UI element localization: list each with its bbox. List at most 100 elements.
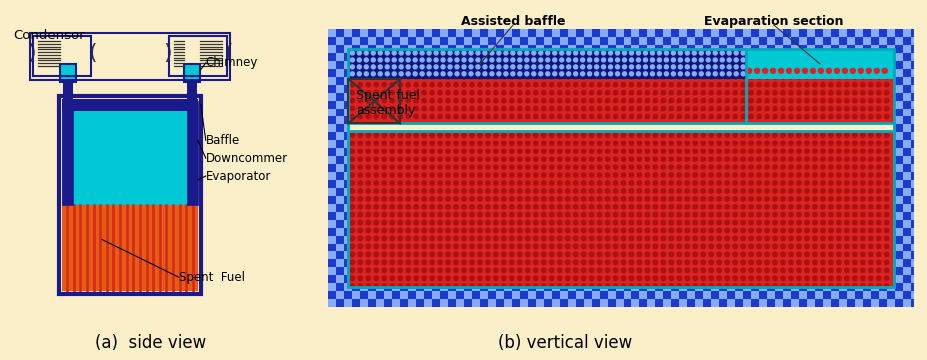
Bar bbox=[830, 275, 838, 283]
Circle shape bbox=[597, 189, 601, 193]
Circle shape bbox=[844, 197, 848, 201]
Bar bbox=[822, 204, 830, 212]
Circle shape bbox=[378, 51, 382, 55]
Circle shape bbox=[692, 173, 697, 177]
Bar bbox=[862, 212, 870, 220]
Bar bbox=[838, 29, 846, 37]
Bar bbox=[408, 299, 415, 307]
Bar bbox=[687, 291, 694, 299]
Circle shape bbox=[462, 59, 465, 63]
Bar bbox=[352, 243, 360, 251]
Circle shape bbox=[844, 204, 848, 209]
Bar bbox=[694, 188, 703, 196]
Circle shape bbox=[732, 157, 737, 161]
Circle shape bbox=[469, 237, 474, 241]
Circle shape bbox=[748, 141, 753, 145]
Circle shape bbox=[613, 59, 617, 63]
Circle shape bbox=[502, 204, 505, 209]
Circle shape bbox=[429, 268, 434, 273]
Circle shape bbox=[708, 165, 713, 169]
Circle shape bbox=[604, 220, 609, 225]
Circle shape bbox=[429, 189, 434, 193]
Circle shape bbox=[406, 58, 410, 62]
Bar bbox=[512, 132, 519, 140]
Bar bbox=[710, 283, 718, 291]
Circle shape bbox=[608, 58, 612, 62]
Bar bbox=[798, 37, 806, 45]
Bar bbox=[743, 267, 750, 275]
Bar bbox=[750, 53, 758, 61]
Bar bbox=[798, 69, 806, 77]
Circle shape bbox=[477, 173, 482, 177]
Circle shape bbox=[604, 75, 609, 79]
Circle shape bbox=[819, 237, 824, 241]
Circle shape bbox=[788, 181, 793, 185]
Circle shape bbox=[422, 67, 425, 71]
Circle shape bbox=[717, 220, 720, 225]
Circle shape bbox=[525, 212, 529, 217]
Circle shape bbox=[724, 244, 729, 249]
Bar bbox=[767, 148, 774, 156]
Circle shape bbox=[517, 106, 522, 111]
Circle shape bbox=[389, 252, 394, 257]
Bar bbox=[630, 267, 639, 275]
Bar bbox=[886, 251, 894, 260]
Circle shape bbox=[748, 67, 753, 71]
Bar bbox=[630, 45, 639, 53]
Circle shape bbox=[621, 276, 625, 280]
Circle shape bbox=[748, 276, 753, 280]
Bar bbox=[464, 53, 472, 61]
Circle shape bbox=[476, 65, 479, 69]
Circle shape bbox=[844, 220, 848, 225]
Circle shape bbox=[438, 141, 442, 145]
Circle shape bbox=[717, 133, 720, 138]
Bar bbox=[878, 196, 886, 204]
Circle shape bbox=[453, 220, 458, 225]
Bar bbox=[647, 125, 654, 132]
Circle shape bbox=[413, 114, 418, 119]
Circle shape bbox=[349, 276, 354, 280]
Circle shape bbox=[796, 229, 800, 233]
Circle shape bbox=[389, 212, 394, 217]
Bar bbox=[679, 172, 687, 180]
Bar bbox=[727, 109, 734, 117]
Circle shape bbox=[780, 260, 784, 265]
Bar bbox=[687, 37, 694, 45]
Circle shape bbox=[565, 268, 569, 273]
Circle shape bbox=[573, 149, 578, 153]
Circle shape bbox=[637, 133, 641, 138]
Circle shape bbox=[413, 173, 418, 177]
Circle shape bbox=[819, 189, 824, 193]
Bar bbox=[464, 148, 472, 156]
Circle shape bbox=[883, 75, 888, 79]
Circle shape bbox=[637, 276, 641, 280]
Circle shape bbox=[748, 181, 753, 185]
Circle shape bbox=[644, 133, 649, 138]
Circle shape bbox=[788, 244, 793, 249]
Circle shape bbox=[413, 90, 418, 95]
Bar bbox=[758, 220, 767, 228]
Bar bbox=[639, 275, 647, 283]
Bar bbox=[790, 172, 798, 180]
Circle shape bbox=[629, 181, 633, 185]
Bar bbox=[348, 49, 745, 79]
Bar bbox=[368, 275, 375, 283]
Circle shape bbox=[398, 59, 402, 63]
Circle shape bbox=[509, 133, 514, 138]
Circle shape bbox=[650, 65, 654, 69]
Bar bbox=[559, 275, 567, 283]
Bar bbox=[647, 267, 654, 275]
Circle shape bbox=[796, 165, 800, 169]
Bar bbox=[703, 180, 710, 188]
Circle shape bbox=[477, 67, 482, 71]
Circle shape bbox=[629, 276, 633, 280]
Circle shape bbox=[786, 68, 791, 73]
Circle shape bbox=[828, 114, 832, 119]
Bar bbox=[479, 260, 488, 267]
Bar bbox=[902, 204, 909, 212]
Circle shape bbox=[601, 58, 605, 62]
Bar bbox=[583, 125, 591, 132]
Bar bbox=[822, 125, 830, 132]
Circle shape bbox=[398, 276, 402, 280]
Circle shape bbox=[780, 189, 784, 193]
